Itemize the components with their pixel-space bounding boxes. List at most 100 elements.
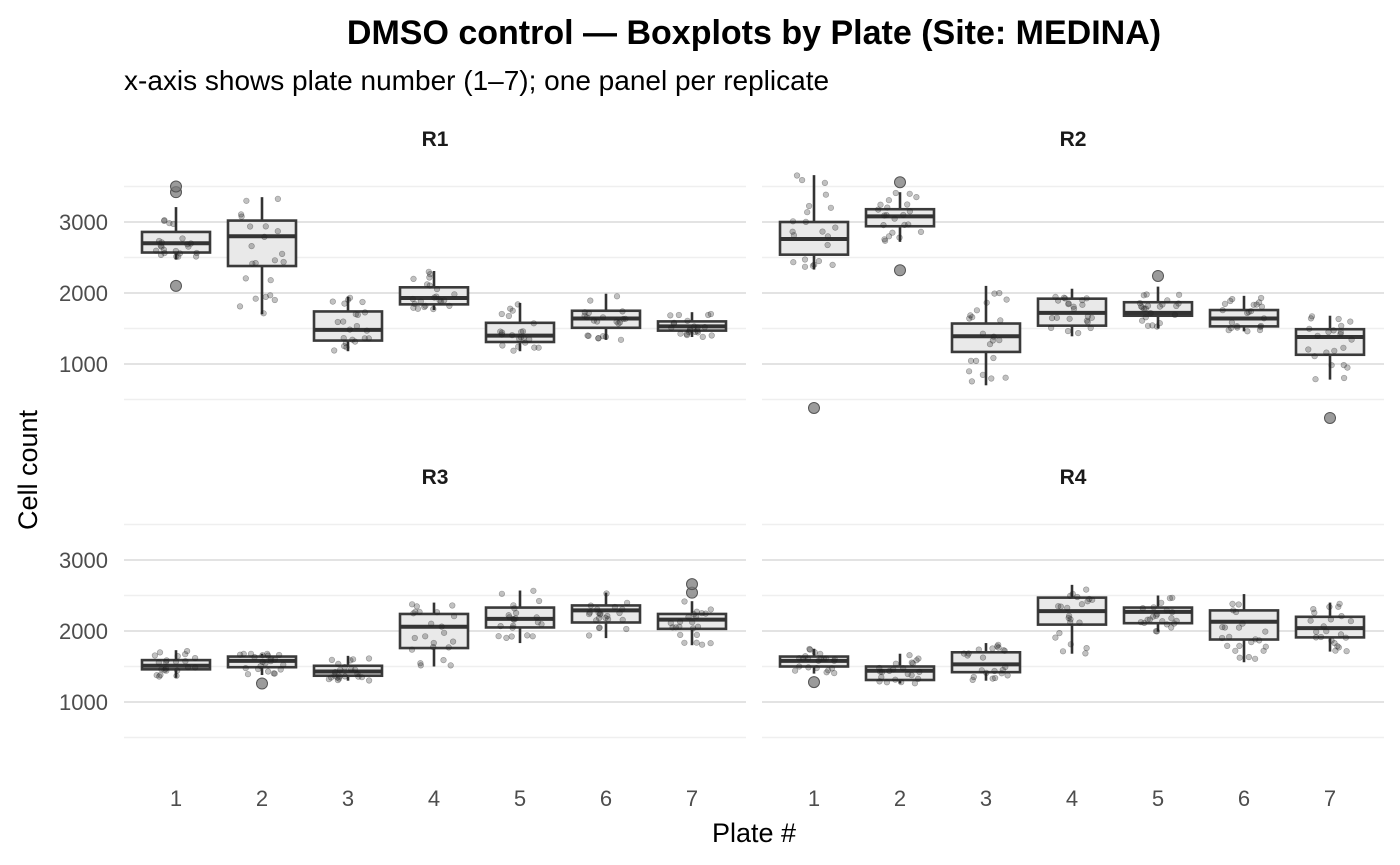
jitter-point [424,281,431,288]
jitter-point [187,240,194,247]
jitter-point [913,194,920,201]
jitter-point [1067,592,1074,599]
jitter-point [1166,595,1173,602]
jitter-point [252,260,259,267]
jitter-point [973,307,981,314]
jitter-point [820,655,828,662]
jitter-point [1060,294,1068,301]
jitter-point [1158,599,1165,606]
jitter-point [967,357,975,364]
jitter-point [995,644,1002,651]
jitter-point [890,666,897,673]
jitter-point [599,333,607,340]
jitter-point [1142,314,1149,321]
jitter-point [1256,327,1264,334]
jitter-point [908,672,915,679]
jitter-point [346,326,353,333]
jitter-point [683,331,690,338]
jitter-point [790,232,798,239]
jitter-point [325,676,333,683]
jitter-point [332,668,339,676]
jitter-point [1314,332,1321,339]
jitter-point [1218,634,1226,642]
box-plate-7 [656,578,728,648]
jitter-point [1048,315,1056,322]
jitter-point [1067,616,1074,623]
box-plate-1 [778,172,850,415]
jitter-point [531,344,538,351]
jitter-point [1159,301,1166,308]
jitter-point [192,654,199,662]
jitter-point [805,664,812,671]
jitter-point [1083,644,1090,652]
outlier-point [894,264,906,277]
jitter-point [1328,362,1335,369]
jitter-point [1344,364,1351,371]
jitter-point [1168,615,1175,622]
jitter-point [1084,319,1091,326]
jitter-point [238,211,245,218]
jitter-point [1229,296,1236,303]
jitter-point [594,606,601,613]
jitter-point [1087,324,1094,332]
jitter-point [913,657,920,664]
jitter-point [822,655,830,662]
jitter-point [431,294,438,301]
jitter-point [354,311,361,319]
box-plate-2 [864,652,936,687]
jitter-point [533,614,540,621]
jitter-point [280,258,287,266]
jitter-point [276,651,283,659]
jitter-point [1305,346,1312,353]
jitter-point [596,624,603,631]
jitter-point [595,624,603,632]
jitter-point [441,629,448,636]
x-tick-label: 6 [600,786,612,811]
jitter-point [170,220,177,227]
x-tick-label: 4 [1066,786,1078,811]
jitter-point [988,375,995,382]
jitter-point [1064,604,1071,612]
jitter-point [358,674,366,681]
jitter-point [684,317,691,324]
jitter-point [831,657,838,664]
jitter-point [585,610,593,618]
jitter-point [681,598,688,605]
x-tick-label: 1 [808,786,820,811]
y-tick-label: 2000 [59,281,108,306]
jitter-point [507,305,514,312]
jitter-point [595,335,602,342]
jitter-point [445,644,452,651]
jitter-point [991,674,999,682]
jitter-point [900,211,907,219]
jitter-point [1330,327,1337,334]
jitter-point [590,317,598,324]
jitter-point [328,656,336,664]
jitter-point [613,318,620,325]
jitter-point [184,241,191,248]
outlier-point [686,578,698,591]
jitter-point [352,311,359,318]
jitter-point [1168,624,1175,631]
jitter-point [153,247,160,254]
x-tick-label: 7 [1324,786,1336,811]
jitter-point [878,674,885,681]
jitter-point [328,674,335,681]
jitter-point [1146,616,1153,623]
jitter-point [1175,300,1182,307]
box-plate-4 [1036,584,1108,657]
jitter-point [534,619,542,626]
jitter-point [701,324,708,331]
jitter-point [1225,327,1232,334]
jitter-point [789,218,797,225]
jitter-point [249,260,256,267]
jitter-point [707,640,714,647]
jitter-point [1311,353,1318,360]
jitter-point [1340,362,1347,369]
jitter-point [796,655,803,662]
jitter-point [166,220,173,227]
jitter-point [184,647,191,655]
jitter-point [1047,324,1055,332]
jitter-point [1067,619,1074,626]
outlier-point [256,677,268,690]
